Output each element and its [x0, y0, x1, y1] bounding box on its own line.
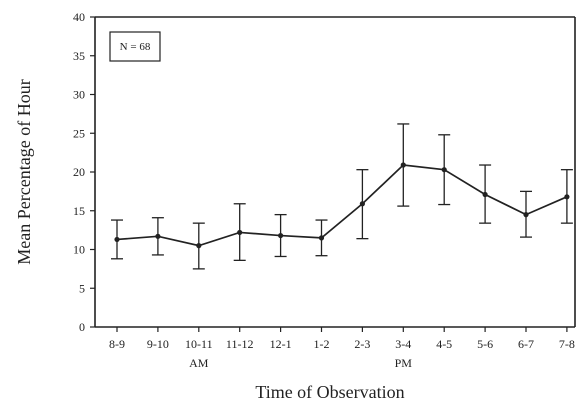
data-point [155, 233, 161, 239]
x-tick-label: 6-7 [518, 337, 534, 351]
data-point [564, 194, 570, 200]
data-point [400, 162, 406, 168]
period-labels: AM PM [189, 356, 412, 370]
data-point [359, 201, 365, 207]
y-tick-label: 30 [73, 88, 85, 102]
data-points [114, 162, 570, 249]
y-tick-label: 20 [73, 165, 85, 179]
x-tick-label: 7-8 [559, 337, 575, 351]
y-axis-title: Mean Percentage of Hour [14, 79, 34, 264]
data-point [523, 212, 529, 218]
x-tick-label: 5-6 [477, 337, 493, 351]
period-label: PM [395, 356, 413, 370]
annotation-box: N = 68 [109, 31, 161, 62]
x-tick-label: 8-9 [109, 337, 125, 351]
y-tick-label: 0 [79, 320, 85, 334]
data-point [114, 236, 120, 243]
x-tick-label: 2-3 [354, 337, 370, 351]
x-tick-label: 4-5 [436, 337, 452, 351]
y-tick-label: 10 [73, 243, 85, 257]
data-point [441, 167, 447, 173]
data-point [482, 191, 488, 198]
x-axis-ticks: 8-9 9-10 10-11 11-12 12-1 1-2 2-3 3-4 4-5 5-6 6-7 7… [109, 327, 575, 351]
x-axis-title: Time of Observation [255, 382, 404, 402]
data-point [318, 235, 325, 241]
period-label: AM [189, 356, 209, 370]
y-tick-label: 15 [73, 204, 85, 218]
x-tick-label: 11-12 [226, 337, 254, 351]
data-point [278, 232, 284, 239]
x-tick-label: 12-1 [270, 337, 292, 351]
y-tick-label: 40 [73, 10, 85, 24]
data-point [196, 243, 202, 249]
annotation-text: N = 68 [120, 41, 151, 53]
x-tick-label: 10-11 [185, 337, 213, 351]
error-bars [111, 123, 573, 270]
y-tick-label: 35 [73, 49, 85, 63]
series-line [116, 164, 568, 247]
y-tick-label: 25 [73, 126, 85, 140]
data-point [237, 229, 243, 236]
y-tick-label: 5 [79, 281, 85, 295]
y-axis-ticks: 0 5 10 15 20 25 30 35 40 [73, 10, 95, 334]
x-tick-label: 1-2 [314, 337, 330, 351]
x-tick-label: 3-4 [395, 337, 411, 351]
x-tick-label: 9-10 [147, 337, 169, 351]
